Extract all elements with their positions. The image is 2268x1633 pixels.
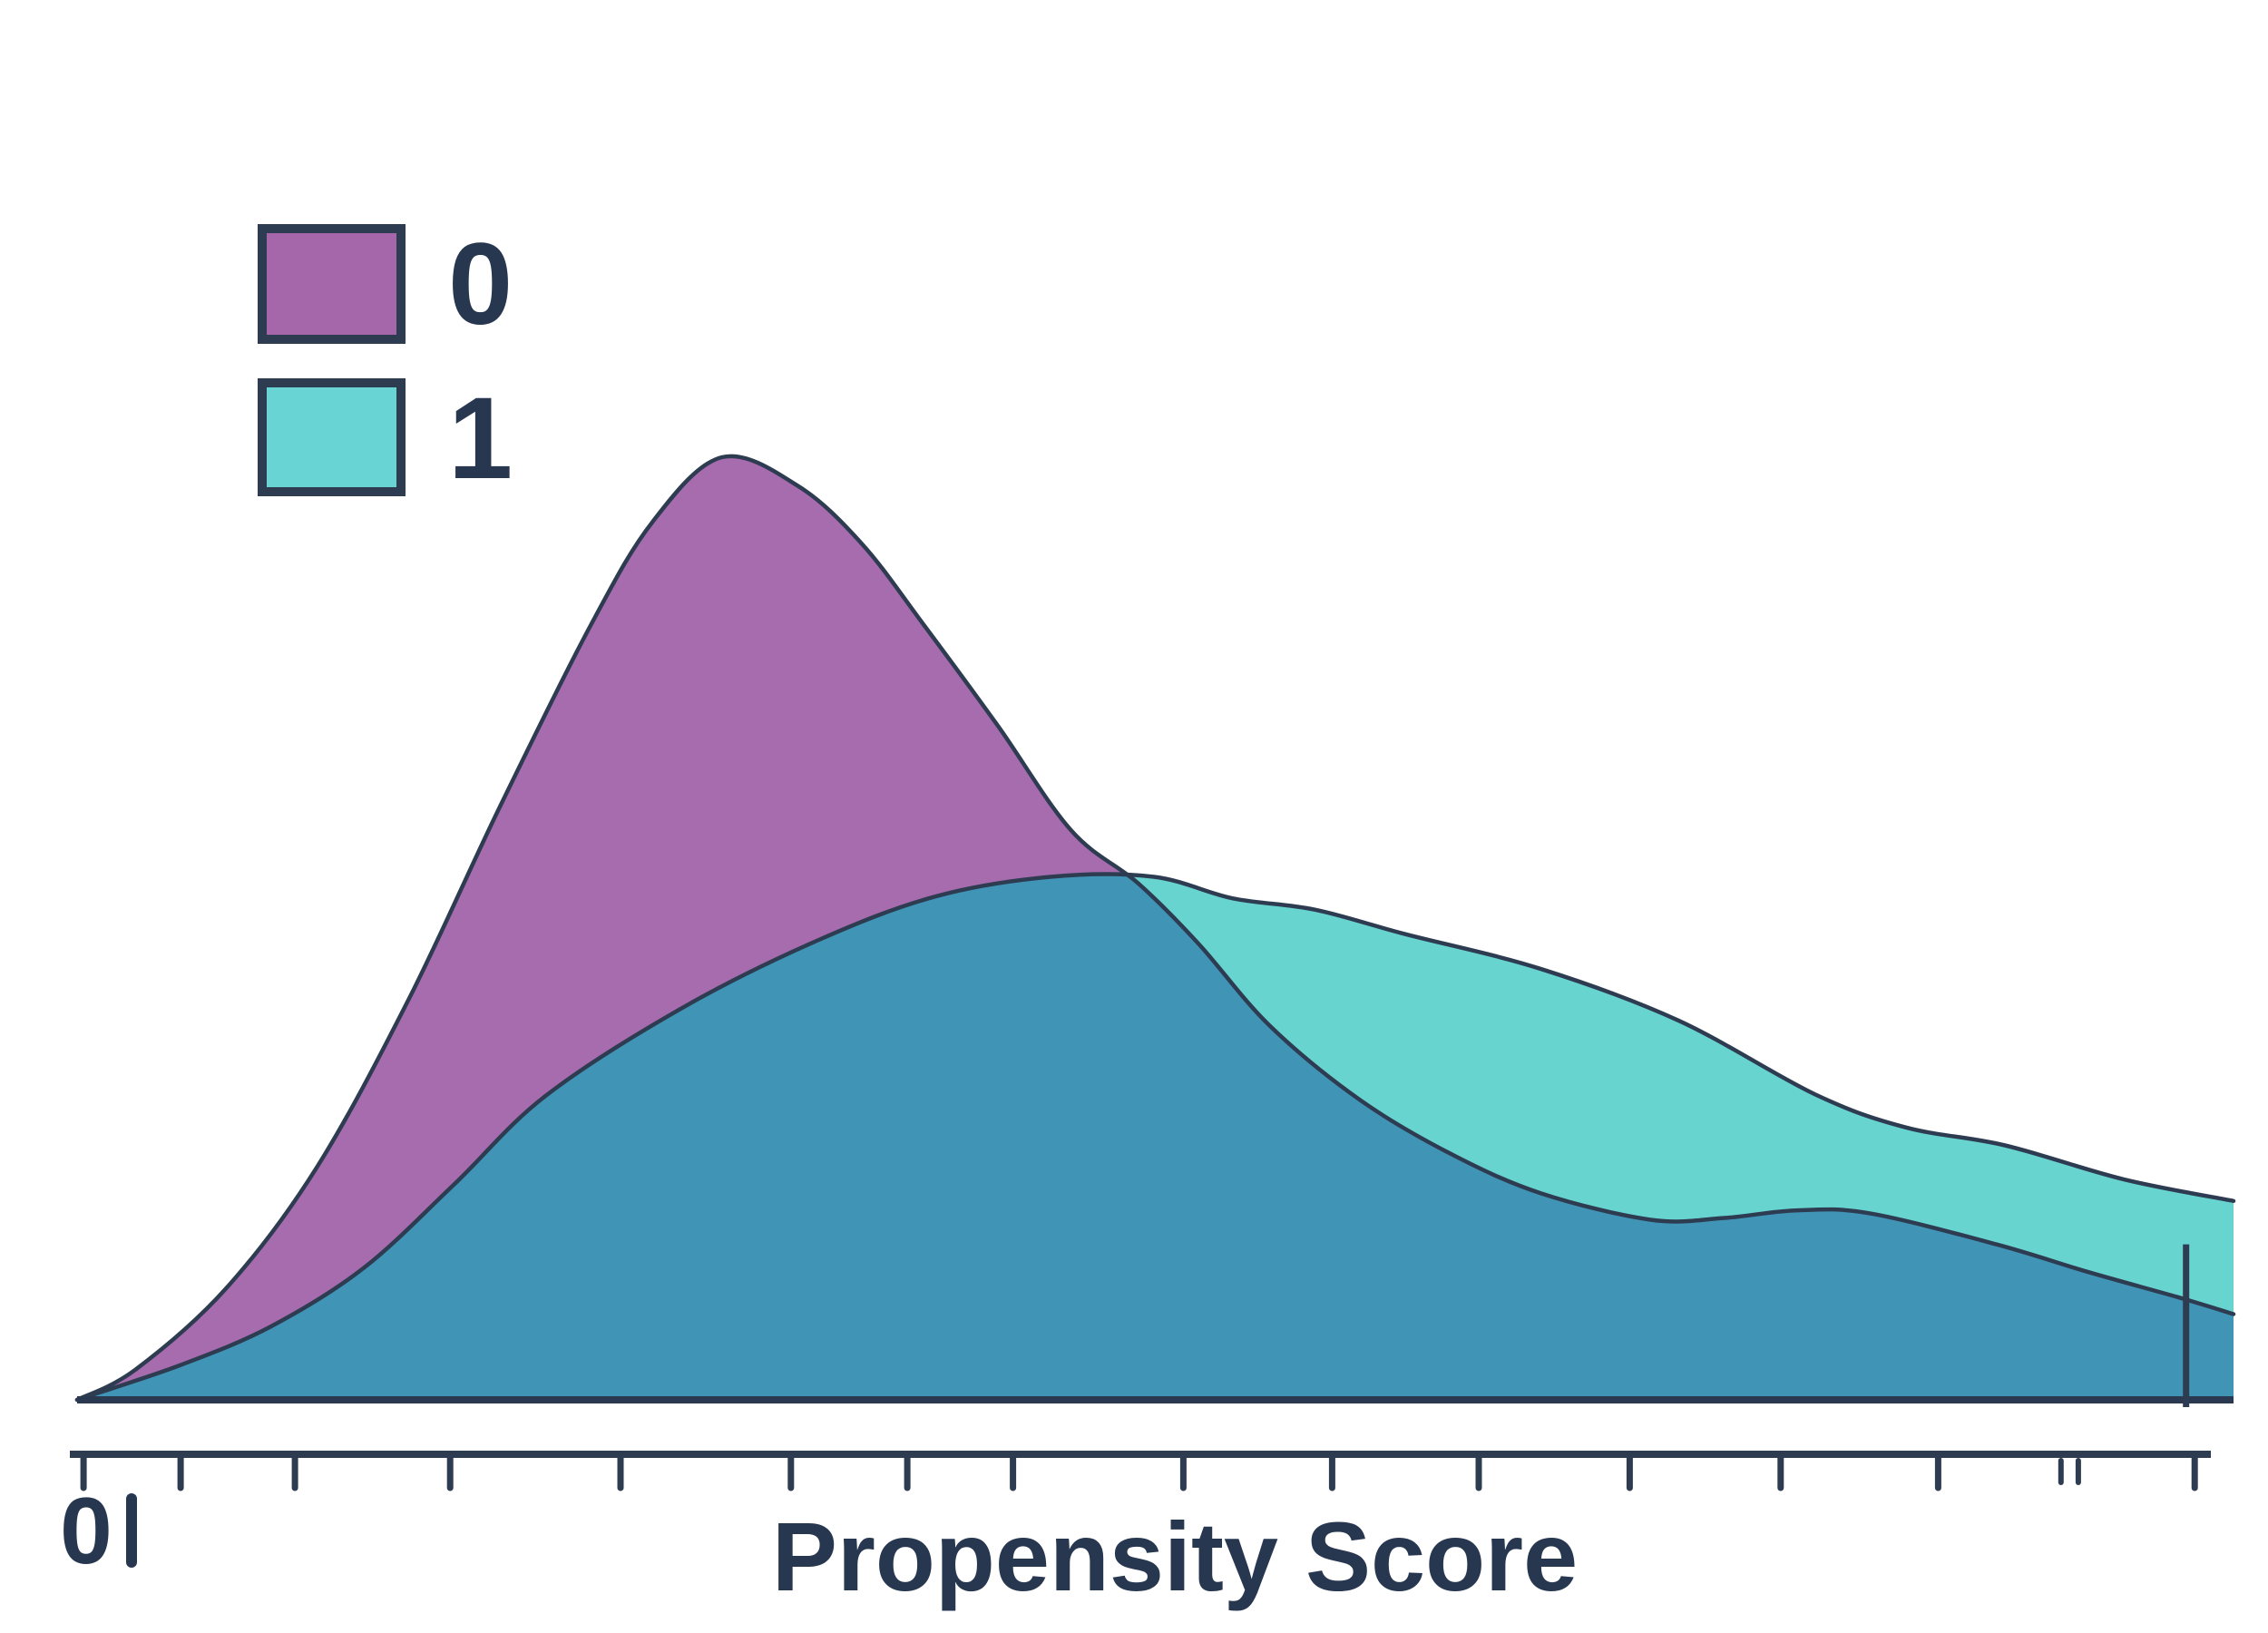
legend-swatch-1 [258, 378, 406, 496]
x-axis-title: Propensity Score [772, 1501, 1578, 1611]
stray-bar-mark [126, 1493, 137, 1568]
legend: 0 1 [258, 220, 513, 504]
series-1-curve [74, 872, 2236, 1403]
legend-swatch-0 [258, 224, 406, 344]
x-axis-ticks [80, 1451, 2198, 1491]
legend-label-1: 1 [448, 374, 513, 504]
series-0-curve [74, 454, 2236, 1403]
x-tick-label-0: 0 [60, 1479, 112, 1584]
legend-label-0: 0 [448, 220, 513, 349]
series-overlap-area [77, 874, 2234, 1400]
